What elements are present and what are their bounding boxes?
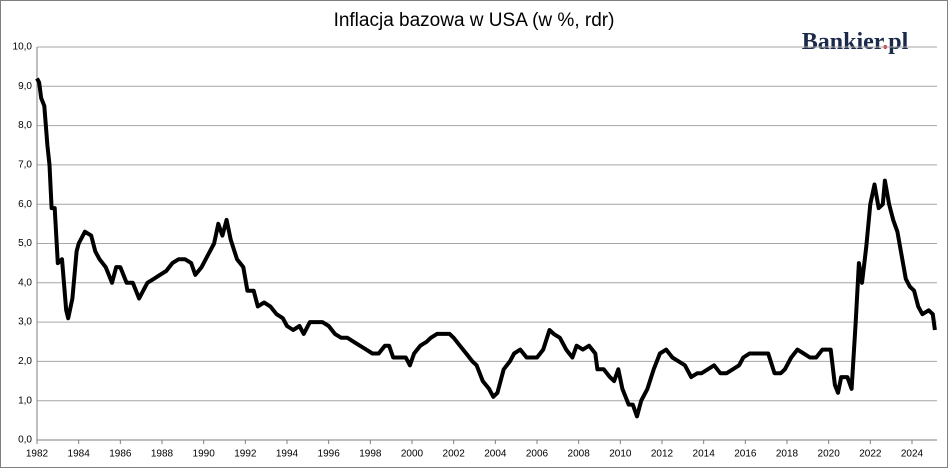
logo-part: . (882, 29, 888, 55)
logo-part: Bankier (802, 29, 885, 55)
x-tick-label: 1996 (318, 449, 341, 460)
x-tick-label: 1992 (234, 449, 257, 460)
logo: Bankier.pl (802, 29, 909, 55)
y-tick-label: 1,0 (18, 395, 32, 406)
x-tick-label: 2012 (651, 449, 674, 460)
y-tick-label: 4,0 (18, 277, 32, 288)
x-tick-label: 2018 (776, 449, 799, 460)
x-tick-label: 2022 (859, 449, 882, 460)
x-tick-label: 1998 (359, 449, 382, 460)
y-tick-label: 6,0 (18, 199, 32, 210)
x-tick-label: 1990 (193, 449, 216, 460)
y-tick-label: 5,0 (18, 238, 32, 249)
x-tick-label: 2002 (443, 449, 466, 460)
y-tick-label: 10,0 (13, 42, 33, 53)
x-tick-label: 2006 (526, 449, 549, 460)
chart-title: Inflacja bazowa w USA (w %, rdr) (334, 10, 615, 31)
x-tick-label: 2000 (401, 449, 424, 460)
x-tick-label: 2010 (609, 449, 632, 460)
x-tick-label: 1994 (276, 449, 299, 460)
x-tick-label: 1984 (68, 449, 91, 460)
x-tick-label: 2008 (568, 449, 591, 460)
x-tick-label: 2004 (484, 449, 507, 460)
y-tick-label: 3,0 (18, 317, 32, 328)
logo-part: pl (888, 29, 908, 55)
y-tick-label: 9,0 (18, 81, 32, 92)
y-tick-label: 0,0 (18, 435, 32, 446)
y-tick-label: 8,0 (18, 120, 32, 131)
x-tick-label: 1986 (109, 449, 132, 460)
x-tick-label: 1988 (151, 449, 174, 460)
x-tick-label: 2024 (901, 449, 924, 460)
x-tick-label: 1982 (26, 449, 49, 460)
y-tick-label: 2,0 (18, 356, 32, 367)
x-tick-label: 2016 (734, 449, 757, 460)
x-tick-label: 2014 (693, 449, 716, 460)
x-tick-label: 2020 (818, 449, 841, 460)
y-tick-label: 7,0 (18, 160, 32, 171)
line-series (35, 77, 937, 419)
